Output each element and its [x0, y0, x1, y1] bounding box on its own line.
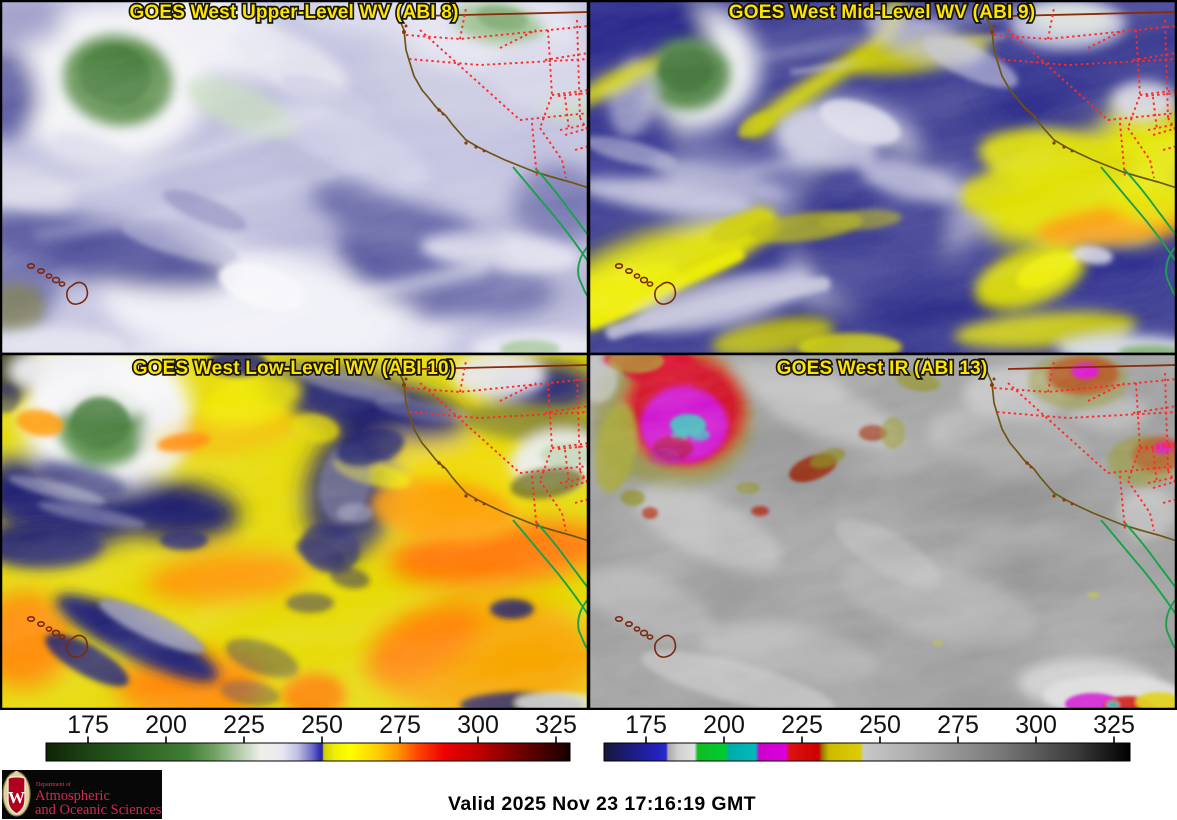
svg-text:and Oceanic Sciences: and Oceanic Sciences	[35, 802, 162, 818]
svg-text:175: 175	[625, 711, 667, 739]
svg-text:275: 275	[379, 711, 421, 739]
svg-text:250: 250	[859, 711, 901, 739]
svg-text:300: 300	[457, 711, 499, 739]
svg-text:200: 200	[703, 711, 745, 739]
svg-text:300: 300	[1015, 711, 1057, 739]
svg-text:GOES West Mid-Level WV (ABI 9): GOES West Mid-Level WV (ABI 9)	[729, 2, 1036, 23]
svg-text:GOES West Low-Level WV (ABI 10: GOES West Low-Level WV (ABI 10)	[133, 358, 456, 379]
svg-text:200: 200	[145, 711, 187, 739]
svg-text:W: W	[8, 788, 25, 807]
svg-text:GOES West IR (ABI 13): GOES West IR (ABI 13)	[777, 358, 988, 379]
svg-text:Valid 2025 Nov 23 17:16:19 GMT: Valid 2025 Nov 23 17:16:19 GMT	[448, 793, 756, 815]
svg-text:225: 225	[223, 711, 265, 739]
svg-text:175: 175	[67, 711, 109, 739]
svg-text:250: 250	[301, 711, 343, 739]
svg-text:225: 225	[781, 711, 823, 739]
svg-text:GOES West Upper-Level WV (ABI: GOES West Upper-Level WV (ABI 8)	[129, 2, 458, 23]
svg-text:325: 325	[1093, 711, 1135, 739]
svg-text:325: 325	[535, 711, 577, 739]
svg-text:Atmospheric: Atmospheric	[35, 788, 110, 804]
svg-text:Department of: Department of	[36, 781, 71, 788]
svg-text:275: 275	[937, 711, 979, 739]
